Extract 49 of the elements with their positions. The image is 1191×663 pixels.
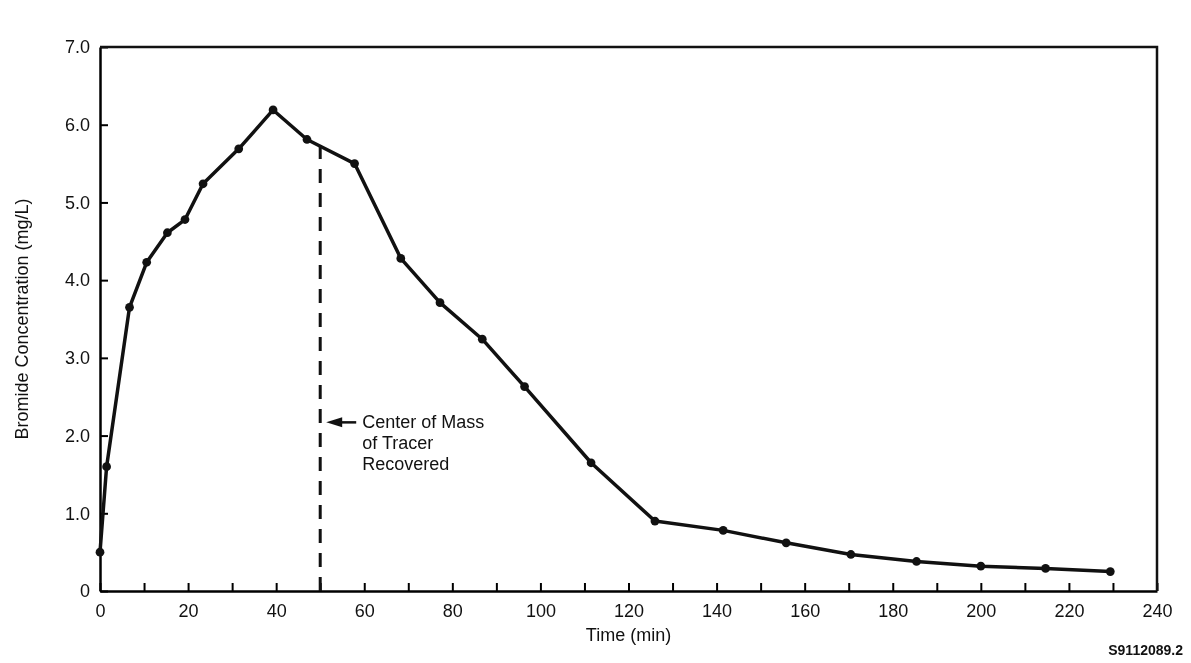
point: [198, 179, 208, 189]
point: [846, 550, 856, 559]
x-tick-label: 200: [966, 601, 997, 622]
point: [396, 254, 406, 263]
y-tick-label: 3.0: [64, 348, 90, 369]
point: [302, 135, 312, 144]
x-tick-label: 180: [878, 601, 909, 622]
x-tick-label: 120: [613, 601, 645, 622]
x-tick-label: 100: [525, 601, 556, 622]
point: [1041, 564, 1050, 573]
point: [718, 526, 728, 535]
y-axis-title: Bromide Concentration (mg/L): [12, 198, 32, 440]
y-tick-label: 5.0: [64, 192, 90, 213]
point: [102, 462, 111, 472]
point: [586, 458, 596, 468]
x-tick-label: 220: [1054, 601, 1085, 622]
point: [1105, 567, 1115, 576]
ref-line-label: Center of Mass of Tracer Recovered: [362, 412, 485, 474]
point: [180, 215, 190, 224]
point: [435, 298, 445, 308]
y-tick-label: 0: [79, 581, 90, 602]
x-tick-label: 140: [702, 601, 733, 622]
x-tick-label: 0: [95, 601, 106, 622]
point: [781, 538, 791, 548]
point: [350, 159, 359, 168]
point: [520, 382, 529, 391]
point: [163, 228, 172, 238]
point: [142, 257, 152, 267]
point: [125, 302, 134, 312]
point: [95, 547, 105, 557]
x-tick-label: 40: [266, 601, 287, 622]
point: [477, 334, 487, 344]
text: S9112089.2: [1108, 642, 1184, 658]
point: [268, 105, 278, 115]
y-tick-label: 7.0: [64, 37, 90, 58]
x-tick-label: 20: [178, 601, 199, 622]
point: [650, 516, 660, 526]
y-tick-label: 1.0: [64, 503, 90, 524]
y-tick-label: 2.0: [64, 425, 90, 446]
y-tick-label: 4.0: [64, 270, 90, 291]
x-tick-label: 60: [354, 601, 375, 622]
x-tick-label: 160: [790, 601, 821, 622]
point: [912, 557, 921, 566]
y-tick-label: 6.0: [64, 114, 90, 135]
point: [234, 144, 244, 154]
x-tick-label: 240: [1142, 601, 1173, 622]
x-tick-label: 80: [442, 601, 463, 622]
x-axis-title: Time (min): [585, 625, 672, 645]
point: [976, 561, 986, 571]
